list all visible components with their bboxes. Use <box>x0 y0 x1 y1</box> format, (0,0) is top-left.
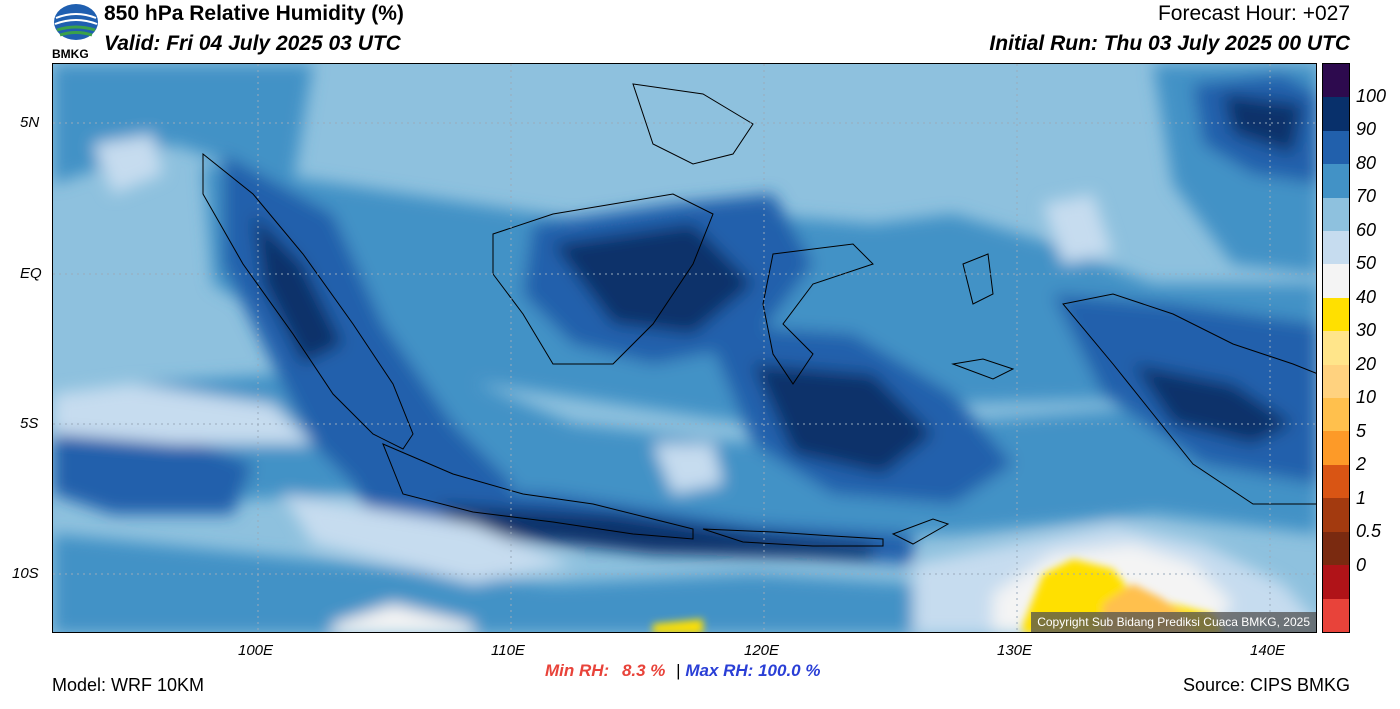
lon-label-130e: 130E <box>997 642 1033 659</box>
forecast-hour: Forecast Hour: +027 <box>1157 2 1350 25</box>
min-rh-label: Min RH: <box>545 661 610 680</box>
rh-stats: Min RH: 8.3 % | Max RH: 100.0 % <box>545 661 820 681</box>
max-rh-label: Max RH: <box>685 661 754 680</box>
colorbar-label: 60 <box>1356 219 1377 240</box>
colorbar-swatch <box>1323 464 1349 499</box>
initial-run: Initial Run: Thu 03 July 2025 00 UTC <box>989 32 1350 55</box>
valid-time: Valid: Fri 04 July 2025 03 UTC <box>104 32 401 55</box>
colorbar-swatch <box>1323 398 1349 432</box>
colorbar-swatch <box>1323 130 1349 165</box>
lon-label-120e: 120E <box>744 642 780 659</box>
colorbar-label: 2 <box>1356 454 1367 475</box>
lat-label-10s: 10S <box>12 565 39 582</box>
humidity-map: Copyright Sub Bidang Prediksi Cuaca BMKG… <box>52 63 1317 633</box>
lon-label-100e: 100E <box>238 642 274 659</box>
colorbar-label: 50 <box>1356 253 1377 274</box>
colorbar-swatch <box>1323 297 1349 332</box>
colorbar-label: 0 <box>1356 554 1367 575</box>
colorbar-swatch <box>1323 364 1349 399</box>
humidity-field <box>53 64 1316 632</box>
colorbar-label: 30 <box>1356 320 1377 341</box>
colorbar-swatch <box>1323 598 1349 632</box>
colorbar-label: 5 <box>1356 420 1367 441</box>
source-label: Source: CIPS BMKG <box>1182 675 1350 695</box>
colorbar-label: 90 <box>1356 119 1377 140</box>
colorbar <box>1322 63 1350 633</box>
colorbar-swatch <box>1323 197 1349 232</box>
colorbar-swatch <box>1323 164 1349 198</box>
colorbar-swatch <box>1323 97 1349 131</box>
bmkg-logo-icon <box>54 4 98 40</box>
logo-text: BMKG <box>52 47 89 61</box>
lon-label-110e: 110E <box>491 642 525 659</box>
lon-label-140e: 140E <box>1250 642 1286 659</box>
colorbar-swatch <box>1323 565 1349 599</box>
colorbar-swatch <box>1323 264 1349 298</box>
colorbar-label: 40 <box>1356 286 1377 307</box>
min-rh-value: 8.3 % <box>621 661 666 680</box>
colorbar-label: 10 <box>1356 387 1377 408</box>
colorbar-swatch <box>1323 498 1349 532</box>
grid-lines <box>53 64 1316 632</box>
colorbar-swatch <box>1323 531 1349 566</box>
colorbar-label: 100 <box>1356 85 1387 106</box>
lat-label-eq: EQ <box>20 265 42 282</box>
colorbar-swatch <box>1323 331 1349 365</box>
colorbar-swatch <box>1323 431 1349 465</box>
lat-label-5n: 5N <box>20 114 40 131</box>
bmkg-logo: BMKG <box>50 2 102 61</box>
colorbar-swatch <box>1323 231 1349 265</box>
colorbar-label: 70 <box>1356 186 1377 207</box>
max-rh-value: 100.0 % <box>758 661 821 680</box>
lat-label-5s: 5S <box>20 415 39 432</box>
page-title: 850 hPa Relative Humidity (%) <box>104 2 404 25</box>
copyright-notice: Copyright Sub Bidang Prediksi Cuaca BMKG… <box>1031 612 1316 632</box>
colorbar-swatch <box>1323 64 1349 98</box>
colorbar-label: 20 <box>1356 353 1377 374</box>
model-label: Model: WRF 10KM <box>52 675 205 695</box>
colorbar-label: 80 <box>1356 152 1377 173</box>
stats-separator: | <box>676 661 681 680</box>
colorbar-label: 0.5 <box>1356 521 1382 542</box>
colorbar-label: 1 <box>1356 487 1367 508</box>
